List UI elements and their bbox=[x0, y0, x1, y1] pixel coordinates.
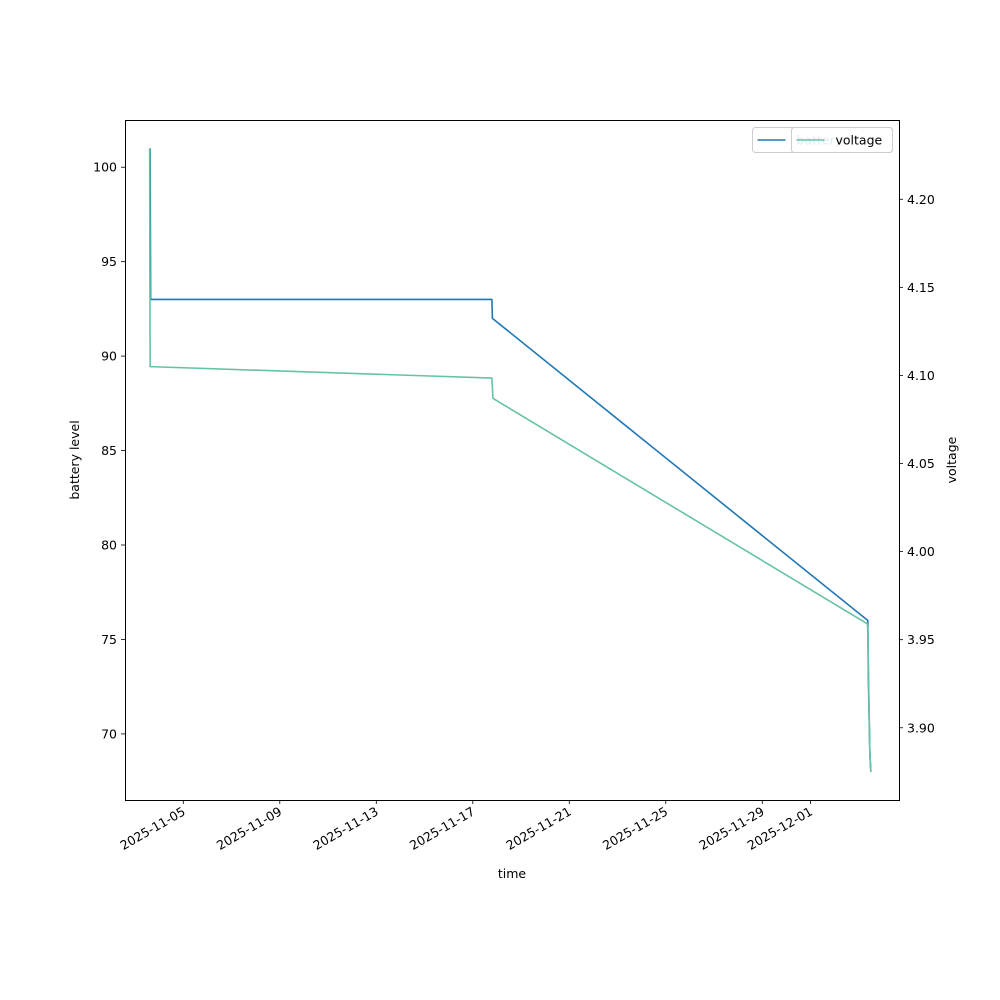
y-left-tick-label: 70 bbox=[101, 726, 117, 741]
y-axis-left-label: battery level bbox=[67, 420, 82, 499]
y-right-tick-label: 4.15 bbox=[907, 280, 935, 295]
x-tick-label: 2025-11-09 bbox=[214, 804, 284, 853]
x-tick-label: 2025-11-25 bbox=[600, 804, 670, 853]
legend-label-voltage: voltage bbox=[836, 133, 883, 148]
y-right-tick-label: 4.05 bbox=[907, 456, 935, 471]
y-axis-right: 3.90 3.95 4.00 4.05 4.10 4.15 4.20 bbox=[899, 192, 935, 735]
y-left-tick-label: 85 bbox=[101, 443, 117, 458]
x-tick-label: 2025-11-17 bbox=[407, 804, 477, 853]
x-tick-label: 2025-11-13 bbox=[310, 804, 380, 853]
y-right-tick-label: 4.20 bbox=[907, 192, 935, 207]
y-right-tick-label: 3.95 bbox=[907, 632, 935, 647]
series-line-voltage bbox=[148, 148, 872, 772]
x-tick-label: 2025-11-05 bbox=[117, 804, 187, 853]
y-left-tick-label: 80 bbox=[101, 538, 117, 553]
y-left-tick-label: 95 bbox=[101, 254, 117, 269]
y-left-tick-label: 100 bbox=[93, 160, 117, 175]
y-axis-right-label: voltage bbox=[944, 436, 959, 483]
x-axis: 2025-11-05 2025-11-09 2025-11-13 2025-11-17… bbox=[117, 800, 815, 853]
y-axis-left: 70 75 80 85 90 95 100 bbox=[93, 160, 125, 741]
x-tick-label: 2025-11-21 bbox=[503, 804, 573, 853]
legend-box bbox=[791, 127, 893, 153]
series-layer bbox=[148, 148, 872, 772]
y-left-tick-label: 75 bbox=[101, 632, 117, 647]
y-right-tick-label: 3.90 bbox=[907, 720, 935, 735]
series-line-battery bbox=[149, 148, 872, 772]
legend-layer: batteryvoltage bbox=[752, 127, 893, 153]
y-right-tick-label: 4.00 bbox=[907, 544, 935, 559]
y-right-tick-label: 4.10 bbox=[907, 368, 935, 383]
y-left-tick-label: 90 bbox=[101, 349, 117, 364]
x-axis-label: time bbox=[498, 866, 527, 881]
legend-voltage: voltage bbox=[791, 127, 893, 153]
plot-area-frame bbox=[125, 120, 900, 801]
